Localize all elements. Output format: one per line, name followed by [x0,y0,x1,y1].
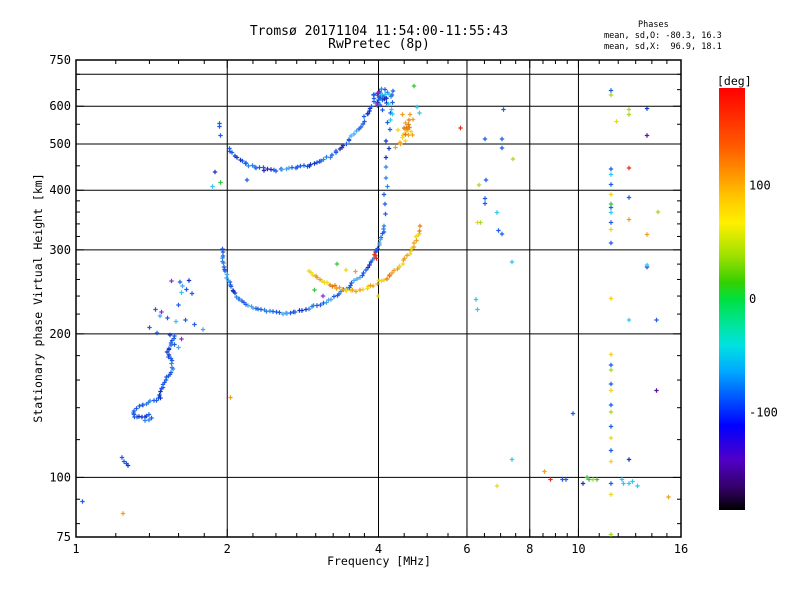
phases-heading: Phases [638,20,669,30]
chart-subtitle: RwPretec (8p) [328,37,430,52]
colorbar-unit-label: [deg] [717,74,752,88]
scatter-markers [327,117,423,289]
y-tick-label: 75 [57,530,71,544]
x-tick-label: 16 [674,542,688,556]
scatter-markers [142,86,394,423]
tick-labels-layer: 1 2 4 6 8 10 16 75 100 200 300 400 500 600 750 [49,53,688,556]
scatter-markers [173,91,650,489]
y-tick-label: 500 [49,137,71,151]
scatter-markers [157,128,383,350]
phases-x-stats: mean, sd,X: 96.9, 18.1 [604,42,722,52]
x-tick-label: 8 [526,542,533,556]
data-points-layer [80,83,671,537]
scatter-markers [125,93,650,486]
colorbar-tick-label: 100 [749,179,771,193]
y-tick-label: 200 [49,327,71,341]
y-tick-label: 300 [49,243,71,257]
colorbar-tick-label: -100 [749,405,778,419]
x-tick-label: 10 [571,542,585,556]
y-tick-label: 400 [49,183,71,197]
colorbar-tick-label: 0 [749,292,756,306]
scatter-markers [159,89,382,342]
x-axis-label: Frequency [MHz] [327,554,431,568]
y-tick-label: 750 [49,53,71,67]
x-tick-label: 6 [463,542,470,556]
scatter-markers [644,133,659,393]
scatter-markers [80,87,659,504]
colorbar-tick-labels: 100 0 -100 [749,179,778,420]
y-tick-label: 100 [49,470,71,484]
scatter-markers [120,112,671,516]
x-tick-label: 4 [375,542,382,556]
plot-border [75,59,682,538]
scatter-markers [218,83,614,482]
scatter-markers [476,92,661,537]
x-tick-label: 2 [224,542,231,556]
y-axis-label: Stationary phase Virtual Height [km] [31,173,45,422]
scatter-markers [261,91,387,173]
phases-o-stats: mean, sd,O: -80.3, 16.3 [604,31,722,41]
colorbar [719,88,745,510]
y-tick-label: 600 [49,99,71,113]
gridlines-layer [76,60,681,537]
chart-title: Tromsø 20171104 11:54:00-11:55:43 [250,24,508,39]
x-tick-label: 1 [72,542,79,556]
scatter-markers [306,119,619,497]
scatter-markers [372,125,632,482]
